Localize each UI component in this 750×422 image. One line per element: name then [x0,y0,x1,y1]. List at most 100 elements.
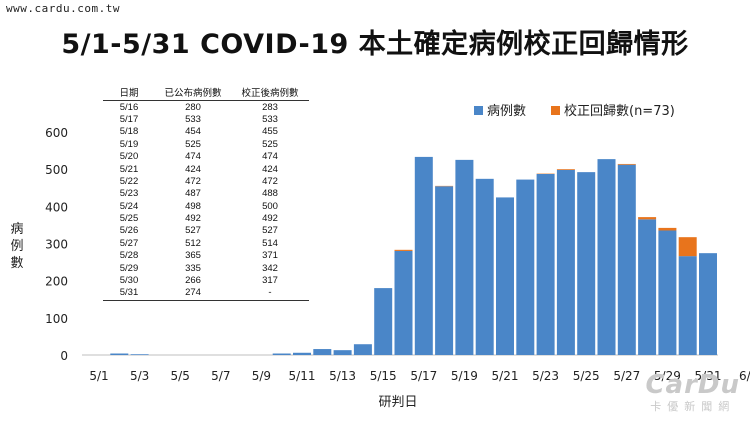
page-title: 5/1-5/31 COVID-19 本土確定病例校正回歸情形 [61,29,689,60]
table-cell-published: 525 [185,138,201,150]
bar-reported-5/12 [313,349,332,355]
bar-reported-5/22 [516,179,535,355]
table-cell-corrected: 472 [262,175,278,187]
bar-correction-5/27 [617,163,636,165]
table-cell-date: 5/17 [119,113,139,125]
bar-reported-5/11 [293,352,311,355]
y-axis-label-char: 例 [10,239,23,254]
table-cell-date: 5/27 [119,237,139,249]
y-tick-label: 600 [45,126,68,140]
table-cell-corrected: 492 [262,213,278,225]
table-cell-published: 280 [185,101,201,113]
bar-reported-5/26 [597,159,616,355]
x-tick-label: 5/25 [573,369,600,383]
bar-correction-5/30 [678,237,697,257]
x-tick-label: 5/19 [451,369,478,383]
table-cell-date: 5/29 [119,262,139,274]
table-cell-published: 492 [185,213,201,225]
table-header-row: 日期 已公布病例數 校正後病例數 [103,88,309,102]
x-tick-label: 5/31 [695,369,722,383]
x-tick-label: 5/23 [532,369,559,383]
table-row: 5/28 365 371 [103,250,309,262]
table-row: 5/18 454 455 [103,126,309,138]
x-tick-label: 5/9 [252,369,271,383]
table-row: 5/22 472 472 [103,176,309,188]
legend-swatch [474,106,483,115]
table-body: 5/16 280 283 5/17 533 533 5/18 454 455 5/19 525 525… [103,101,309,301]
table-row: 5/20 474 474 [103,151,309,163]
table-cell-published: 472 [185,175,201,187]
x-tick-label: 5/21 [492,369,519,383]
table-cell-corrected: 500 [262,200,278,212]
bars [110,156,717,355]
y-axis-ticks: 0 100 200 300 400 500 600 [45,126,68,363]
x-tick-label: 5/29 [654,369,681,383]
legend: 病例數 校正回歸數(n=73) [474,103,675,119]
table-cell-date: 5/24 [119,200,139,212]
table-cell-date: 5/22 [119,175,139,187]
bar-reported-5/19 [455,159,474,355]
bar-reported-5/30 [678,256,697,355]
bar-reported-5/16 [394,250,413,355]
table-cell-date: 5/19 [119,138,139,150]
bar-reported-5/28 [638,219,657,355]
table-cell-published: 424 [185,163,201,175]
x-tick-label: 5/5 [171,369,190,383]
table-cell-published: 498 [185,200,201,212]
bar-reported-5/25 [577,172,596,355]
y-axis-label-char: 病 [10,222,23,237]
table-row: 5/29 335 342 [103,262,309,274]
table-cell-corrected: 424 [262,163,278,175]
y-axis-label-char: 數 [10,256,23,271]
bar-reported-5/10 [272,353,291,355]
table-cell-date: 5/16 [119,101,139,113]
table-row: 5/16 280 283 [103,101,309,114]
table-cell-date: 5/23 [119,188,139,200]
table-header-date: 日期 [103,88,155,102]
table-row: 5/25 492 492 [103,213,309,225]
table-row: 5/30 266 317 [103,275,309,287]
x-tick-label: 5/27 [613,369,640,383]
x-tick-label: 5/3 [130,369,149,383]
bar-reported-5/17 [414,156,433,355]
y-tick-label: 200 [45,275,68,289]
table-row: 5/19 525 525 [103,139,309,151]
table-cell-published: 274 [155,287,231,301]
table-row: 5/26 527 527 [103,225,309,237]
table-cell-corrected: 527 [262,225,278,237]
table-cell-published: 335 [185,262,201,274]
table-cell-corrected: 283 [262,101,278,113]
legend-label: 病例數 [487,104,526,119]
bar-correction-5/28 [638,217,657,220]
table-cell-date: 5/18 [119,126,139,138]
bar-reported-5/15 [374,288,393,355]
table-row: 5/31 274- [103,287,309,301]
bar-reported-5/3 [130,354,149,355]
table-cell-published: 365 [185,250,201,262]
table-cell-published: 527 [185,225,201,237]
bar-correction-5/16 [394,249,413,251]
watermark-logo: CarDu 卡優新聞網 [645,370,740,414]
bar-reported-5/20 [475,178,494,355]
table-cell-corrected: 533 [262,113,278,125]
x-axis-ticks: 5/1 5/3 5/5 5/7 5/9 5/11 5/13 5/15 5/17 5/19 5/21 5… [89,369,750,383]
table-row: 5/27 512 514 [103,238,309,250]
y-tick-label: 0 [60,349,68,363]
table-cell-corrected: 342 [262,262,278,274]
x-tick-label: 6/2 [739,369,750,383]
bar-reported-5/27 [617,164,636,355]
table-cell-date: 5/30 [119,275,139,287]
x-tick-label: 5/15 [370,369,397,383]
table-header-published: 已公布病例數 [155,88,231,102]
table-cell-published: 487 [185,188,201,200]
bar-reported-5/24 [556,169,575,355]
bar-reported-5/29 [658,230,677,355]
y-tick-label: 300 [45,238,68,252]
table-cell-corrected: 317 [262,275,278,287]
table-cell-corrected: 488 [262,188,278,200]
table-cell-date: 5/21 [119,163,139,175]
table-row: 5/17 533 533 [103,114,309,126]
table-row: 5/23 487 488 [103,188,309,200]
bar-reported-5/31 [699,253,717,355]
bar-correction-5/29 [658,227,677,231]
